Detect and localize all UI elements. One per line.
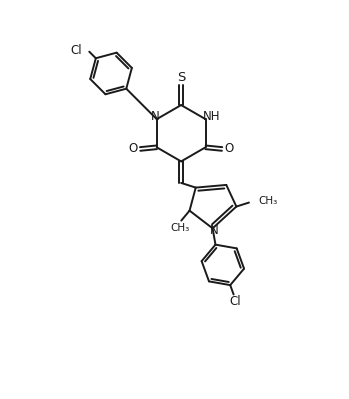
Text: N: N bbox=[151, 110, 159, 123]
Text: S: S bbox=[177, 71, 185, 85]
Text: NH: NH bbox=[202, 110, 220, 123]
Text: O: O bbox=[225, 142, 234, 156]
Text: O: O bbox=[128, 142, 138, 156]
Text: CH₃: CH₃ bbox=[258, 196, 277, 206]
Text: Cl: Cl bbox=[70, 43, 82, 57]
Text: N: N bbox=[210, 225, 218, 237]
Text: Cl: Cl bbox=[229, 295, 241, 308]
Text: CH₃: CH₃ bbox=[170, 223, 189, 233]
